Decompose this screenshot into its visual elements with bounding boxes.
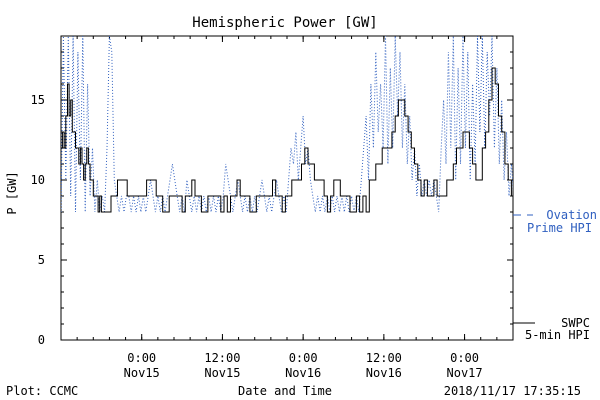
x-tick-label-date: Nov15 xyxy=(124,366,160,380)
axis-ticks: 0510150:00Nov1512:00Nov150:00Nov1612:00N… xyxy=(31,36,514,380)
footer-timestamp: 2018/11/17 17:35:15 xyxy=(444,384,581,398)
y-tick-label: 5 xyxy=(38,253,45,267)
legend-swpc: SWPC 5-min HPI xyxy=(513,316,590,342)
y-tick-label: 0 xyxy=(38,333,45,347)
x-tick-label-date: Nov17 xyxy=(447,366,483,380)
x-tick-label-time: 0:00 xyxy=(289,351,318,365)
x-tick-label-date: Nov15 xyxy=(204,366,240,380)
ovation-prime-line xyxy=(61,36,513,213)
y-tick-label: 10 xyxy=(31,173,45,187)
x-tick-label-time: 0:00 xyxy=(450,351,479,365)
x-axis-label: Date and Time xyxy=(238,384,332,398)
x-tick-label-time: 12:00 xyxy=(366,351,402,365)
x-tick-label-date: Nov16 xyxy=(285,366,321,380)
legend-ovation: Ovation Prime HPI xyxy=(513,208,597,235)
y-axis-label: P [GW] xyxy=(5,171,19,214)
chart-title: Hemispheric Power [GW] xyxy=(192,15,377,31)
x-tick-label-time: 12:00 xyxy=(204,351,240,365)
swpc-series xyxy=(61,67,513,213)
y-tick-label: 15 xyxy=(31,93,45,107)
plot-frame xyxy=(60,35,514,341)
swpc-line xyxy=(61,67,513,213)
legend-swpc-line1: SWPC xyxy=(561,316,590,330)
legend-ovation-line1: Ovation xyxy=(546,208,597,222)
x-tick-label-time: 0:00 xyxy=(127,351,156,365)
ovation-prime-series xyxy=(61,36,513,213)
legend-ovation-line2: Prime HPI xyxy=(527,221,592,235)
x-tick-label-date: Nov16 xyxy=(366,366,402,380)
legend-swpc-line2: 5-min HPI xyxy=(525,328,590,342)
footer-left: Plot: CCMC xyxy=(6,384,78,398)
